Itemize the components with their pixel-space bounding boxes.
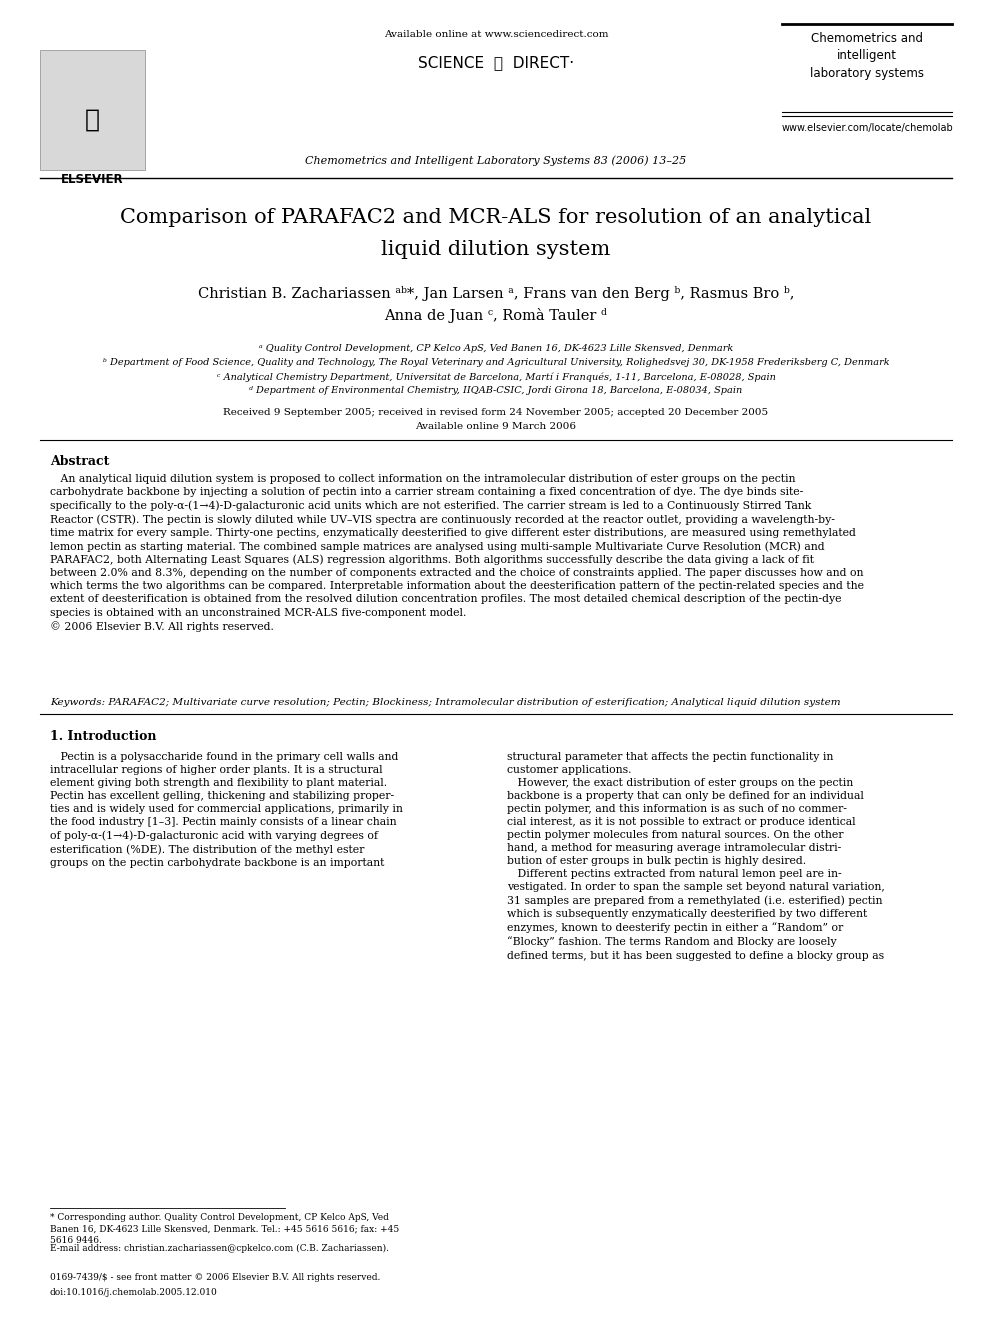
- Text: Abstract: Abstract: [50, 455, 109, 468]
- Text: Available online at www.sciencedirect.com: Available online at www.sciencedirect.co…: [384, 30, 608, 38]
- Text: ᵃ Quality Control Development, CP Kelco ApS, Ved Banen 16, DK-4623 Lille Skensve: ᵃ Quality Control Development, CP Kelco …: [259, 344, 733, 353]
- Text: doi:10.1016/j.chemolab.2005.12.010: doi:10.1016/j.chemolab.2005.12.010: [50, 1289, 218, 1297]
- Text: 0169-7439/$ - see front matter © 2006 Elsevier B.V. All rights reserved.: 0169-7439/$ - see front matter © 2006 El…: [50, 1273, 380, 1282]
- Text: ᵈ Department of Environmental Chemistry, IIQAB-CSIC, Jordi Girona 18, Barcelona,: ᵈ Department of Environmental Chemistry,…: [249, 386, 743, 396]
- Text: Comparison of PARAFAC2 and MCR-ALS for resolution of an analytical: Comparison of PARAFAC2 and MCR-ALS for r…: [120, 208, 872, 228]
- Text: Chemometrics and Intelligent Laboratory Systems 83 (2006) 13–25: Chemometrics and Intelligent Laboratory …: [306, 155, 686, 165]
- Text: Anna de Juan ᶜ, Romà Tauler ᵈ: Anna de Juan ᶜ, Romà Tauler ᵈ: [385, 308, 607, 323]
- Text: * Corresponding author. Quality Control Development, CP Kelco ApS, Ved
Banen 16,: * Corresponding author. Quality Control …: [50, 1213, 399, 1245]
- Text: SCIENCE  ⓓ  DIRECT·: SCIENCE ⓓ DIRECT·: [418, 56, 574, 70]
- Text: structural parameter that affects the pectin functionality in
customer applicati: structural parameter that affects the pe…: [507, 751, 885, 960]
- Text: 1. Introduction: 1. Introduction: [50, 730, 157, 744]
- Text: Available online 9 March 2006: Available online 9 March 2006: [416, 422, 576, 431]
- Text: ELSEVIER: ELSEVIER: [61, 173, 123, 187]
- Text: ᵇ Department of Food Science, Quality and Technology, The Royal Veterinary and A: ᵇ Department of Food Science, Quality an…: [103, 359, 889, 366]
- Text: Pectin is a polysaccharide found in the primary cell walls and
intracellular reg: Pectin is a polysaccharide found in the …: [50, 751, 403, 868]
- Bar: [40, 50, 145, 169]
- Text: E-mail address: christian.zachariassen@cpkelco.com (C.B. Zachariassen).: E-mail address: christian.zachariassen@c…: [50, 1244, 389, 1253]
- Text: Received 9 September 2005; received in revised form 24 November 2005; accepted 2: Received 9 September 2005; received in r…: [223, 407, 769, 417]
- Text: Christian B. Zachariassen ᵃᵇ*, Jan Larsen ᵃ, Frans van den Berg ᵇ, Rasmus Bro ᵇ,: Christian B. Zachariassen ᵃᵇ*, Jan Larse…: [197, 286, 795, 302]
- Text: liquid dilution system: liquid dilution system: [381, 239, 611, 259]
- Text: www.elsevier.com/locate/chemolab: www.elsevier.com/locate/chemolab: [781, 123, 953, 134]
- Text: An analytical liquid dilution system is proposed to collect information on the i: An analytical liquid dilution system is …: [50, 474, 864, 631]
- Text: 🌿: 🌿: [84, 108, 99, 132]
- Text: Keywords: PARAFAC2; Multivariate curve resolution; Pectin; Blockiness; Intramole: Keywords: PARAFAC2; Multivariate curve r…: [50, 699, 840, 706]
- Text: ᶜ Analytical Chemistry Department, Universitat de Barcelona, Martí i Franqués, 1: ᶜ Analytical Chemistry Department, Unive…: [216, 372, 776, 381]
- Text: Chemometrics and
intelligent
laboratory systems: Chemometrics and intelligent laboratory …: [810, 32, 924, 79]
